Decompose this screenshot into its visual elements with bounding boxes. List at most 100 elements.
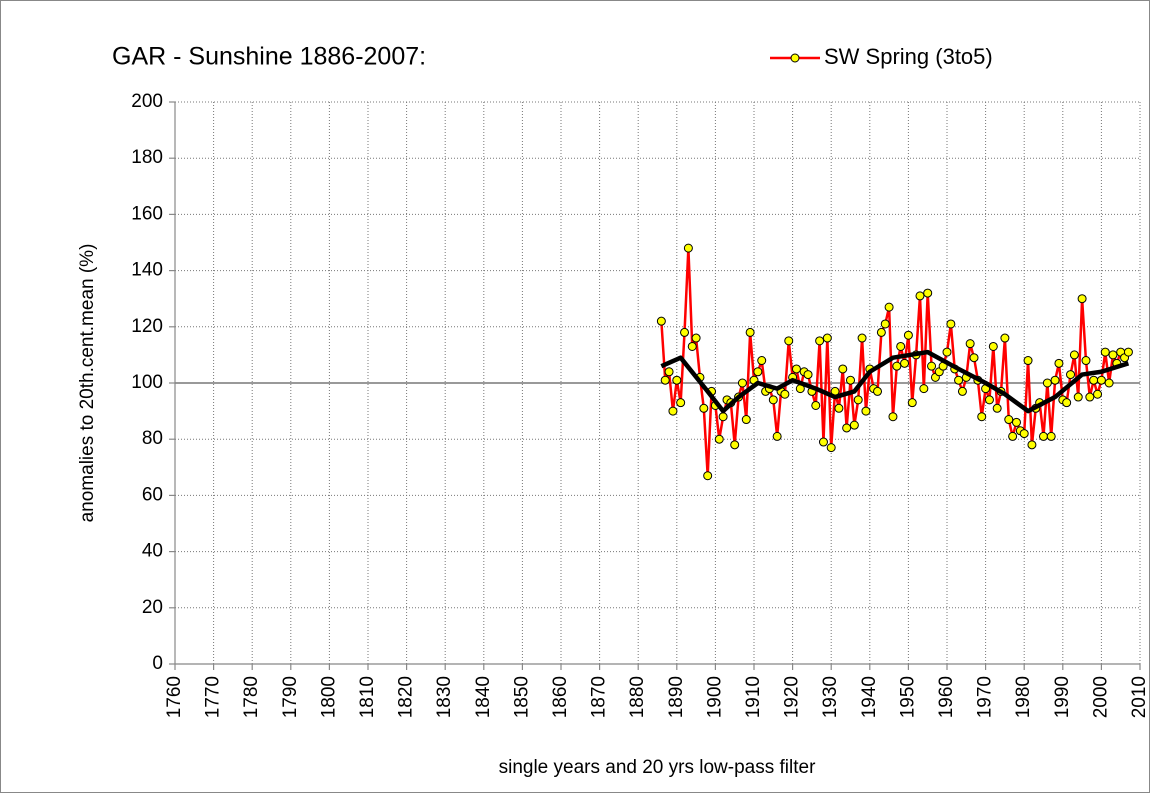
data-point xyxy=(680,327,690,337)
data-point xyxy=(1123,347,1133,357)
x-axis-label: single years and 20 yrs low-pass filter xyxy=(499,757,816,778)
data-point xyxy=(699,403,709,413)
x-tick-label: 1780 xyxy=(241,676,262,718)
x-tick-label: 1850 xyxy=(511,676,532,718)
x-tick-label: 1930 xyxy=(820,676,841,718)
legend-marker xyxy=(790,53,800,63)
data-point xyxy=(892,361,902,371)
y-tick-label: 180 xyxy=(131,147,163,168)
data-point xyxy=(977,412,987,422)
x-tick-label: 1990 xyxy=(1052,676,1073,718)
data-point xyxy=(927,361,937,371)
data-point xyxy=(822,333,832,343)
x-tick-label: 2010 xyxy=(1129,676,1150,718)
data-point xyxy=(834,403,844,413)
data-point xyxy=(730,440,740,450)
data-point xyxy=(1000,333,1010,343)
x-tick-label: 1770 xyxy=(203,676,224,718)
x-tick-label: 1810 xyxy=(357,676,378,718)
data-point xyxy=(818,437,828,447)
x-tick-label: 1940 xyxy=(859,676,880,718)
data-point xyxy=(923,288,933,298)
x-tick-label: 1970 xyxy=(975,676,996,718)
data-point xyxy=(969,353,979,363)
data-point xyxy=(965,339,975,349)
data-point xyxy=(954,375,964,385)
x-tick-label: 1760 xyxy=(164,676,185,718)
data-point xyxy=(1019,429,1029,439)
data-point xyxy=(656,316,666,326)
data-point xyxy=(946,319,956,329)
x-tick-label: 1880 xyxy=(627,676,648,718)
y-tick-label: 200 xyxy=(131,91,163,112)
data-point xyxy=(900,358,910,368)
data-point xyxy=(1108,350,1118,360)
y-tick-label: 140 xyxy=(131,260,163,281)
data-point xyxy=(753,367,763,377)
data-point xyxy=(1062,398,1072,408)
x-tick-label: 1860 xyxy=(550,676,571,718)
data-point xyxy=(1046,431,1056,441)
data-point xyxy=(1104,378,1114,388)
y-tick-label: 160 xyxy=(131,203,163,224)
data-point xyxy=(884,302,894,312)
data-point xyxy=(838,364,848,374)
x-tick-label: 1800 xyxy=(318,676,339,718)
y-tick-label: 20 xyxy=(142,597,163,618)
y-tick-label: 100 xyxy=(131,372,163,393)
data-point xyxy=(1096,375,1106,385)
x-tick-label: 1870 xyxy=(589,676,610,718)
data-point xyxy=(849,420,859,430)
data-point xyxy=(1089,375,1099,385)
data-point xyxy=(984,395,994,405)
data-point xyxy=(691,333,701,343)
data-point xyxy=(907,398,917,408)
data-point xyxy=(1077,294,1087,304)
data-point xyxy=(672,375,682,385)
data-point xyxy=(714,434,724,444)
data-point xyxy=(815,336,825,346)
data-point xyxy=(718,412,728,422)
filter-line xyxy=(660,349,1130,414)
x-tick-label: 1790 xyxy=(280,676,301,718)
data-point xyxy=(1073,392,1083,402)
data-point xyxy=(784,336,794,346)
data-point xyxy=(660,375,670,385)
x-tick-label: 1960 xyxy=(936,676,957,718)
y-axis-label: anomalies to 20th.cent.mean (%) xyxy=(77,244,98,523)
data-point xyxy=(768,395,778,405)
data-point xyxy=(957,386,967,396)
data-point xyxy=(919,384,929,394)
x-tick-label: 1900 xyxy=(704,676,725,718)
data-point xyxy=(1039,431,1048,441)
data-point xyxy=(687,341,697,351)
data-point xyxy=(1008,431,1018,441)
data-point xyxy=(780,389,790,399)
data-point xyxy=(896,341,906,351)
data-point xyxy=(992,403,1002,413)
y-tick-label: 40 xyxy=(142,541,163,562)
data-point xyxy=(1023,356,1033,366)
x-tick-label: 1980 xyxy=(1013,676,1034,718)
data-point xyxy=(1093,389,1103,399)
data-point xyxy=(703,471,713,481)
y-tick-label: 60 xyxy=(142,484,163,505)
data-point xyxy=(903,330,913,340)
data-point xyxy=(757,356,767,366)
data-point xyxy=(1085,392,1095,402)
data-point xyxy=(1069,350,1079,360)
data-point xyxy=(1011,417,1021,427)
data-point xyxy=(942,347,952,357)
data-point xyxy=(861,406,871,416)
data-point xyxy=(853,395,863,405)
data-point xyxy=(1054,358,1064,368)
data-point xyxy=(988,341,998,351)
data-point xyxy=(846,375,855,385)
data-point xyxy=(741,415,751,425)
x-tick-label: 1910 xyxy=(743,676,764,718)
y-tick-label: 120 xyxy=(131,316,163,337)
x-tick-label: 1920 xyxy=(782,676,803,718)
data-point xyxy=(915,291,925,301)
data-point xyxy=(791,364,801,374)
